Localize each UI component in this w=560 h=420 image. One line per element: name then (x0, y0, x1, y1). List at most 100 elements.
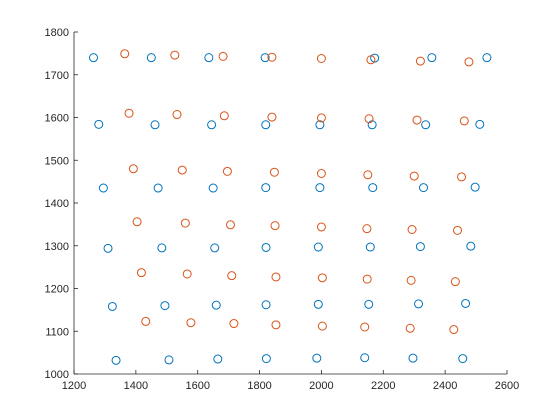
x-tick-label-4: 2000 (309, 380, 333, 392)
series-1-point-13 (364, 114, 374, 124)
y-tick-label-5: 1500 (45, 155, 69, 167)
series-1-point-42 (229, 319, 239, 329)
x-tick-label-1: 1400 (124, 380, 148, 392)
series-1-point-41 (186, 318, 196, 328)
series-1-point-45 (360, 322, 370, 332)
series-0-point-36 (364, 299, 374, 309)
series-1-point-43 (271, 320, 281, 330)
series-1-point-8 (124, 108, 134, 118)
series-0-point-41 (213, 354, 223, 364)
series-0-point-23 (103, 243, 113, 253)
series-1-point-47 (449, 325, 459, 335)
series-0-point-25 (210, 243, 220, 253)
series-0-point-3 (260, 53, 270, 63)
series-0-point-10 (261, 120, 271, 130)
series-1-point-36 (317, 273, 327, 283)
series-1-point-30 (407, 225, 417, 235)
y-tick-label-6: 1600 (45, 113, 69, 125)
series-0-point-24 (157, 243, 167, 253)
series-1-point-9 (172, 110, 182, 120)
series-1-point-17 (177, 165, 187, 175)
series-1-point-24 (132, 217, 142, 227)
series-1-point-27 (270, 221, 280, 231)
series-1-point-29 (362, 224, 372, 234)
series-1-point-37 (362, 274, 372, 284)
series-0-point-20 (368, 183, 378, 193)
series-0-point-0 (88, 53, 98, 63)
series-0-point-40 (164, 355, 174, 365)
series-1-point-5 (366, 55, 376, 65)
series-0-point-29 (415, 242, 425, 252)
series-0-point-43 (312, 353, 322, 363)
series-0-point-35 (313, 299, 323, 309)
series-0-point-17 (208, 183, 218, 193)
series-0-point-1 (146, 53, 156, 63)
series-0-point-42 (261, 354, 271, 364)
series-0-point-27 (313, 242, 323, 252)
series-1-point-32 (136, 268, 146, 278)
series-1-point-14 (412, 115, 422, 125)
y-tick-label-4: 1400 (45, 198, 69, 210)
series-1-point-0 (120, 49, 130, 59)
series-1-point-33 (182, 269, 192, 279)
series-1-point-38 (406, 275, 416, 285)
series-0-point-13 (421, 120, 431, 130)
series-0-point-6 (482, 53, 492, 63)
series-1-point-25 (180, 218, 190, 228)
x-tick-label-3: 1800 (247, 380, 271, 392)
series-0-point-7 (94, 119, 104, 129)
y-tick-label-3: 1300 (45, 241, 69, 253)
y-tick-label-1: 1100 (45, 326, 69, 338)
x-tick-label-5: 2200 (371, 380, 395, 392)
series-0-point-32 (160, 301, 170, 311)
series-0-point-31 (107, 301, 117, 311)
series-0-point-38 (461, 298, 471, 308)
series-1-point-22 (409, 171, 419, 181)
y-tick-label-2: 1200 (45, 284, 69, 296)
series-1-point-26 (225, 220, 235, 230)
series-0-point-34 (261, 300, 271, 310)
x-tick-label-6: 2400 (433, 380, 457, 392)
series-1-point-21 (363, 170, 373, 180)
series-1-point-12 (316, 113, 326, 123)
series-0-point-21 (418, 183, 428, 193)
series-1-point-34 (227, 271, 237, 281)
series-0-point-44 (360, 353, 370, 363)
series-0-point-33 (211, 300, 221, 310)
series-0-point-28 (365, 242, 375, 252)
series-0-point-46 (458, 354, 468, 364)
series-0-point-18 (261, 183, 271, 193)
series-0-point-26 (261, 242, 271, 252)
series-1-point-20 (316, 169, 326, 179)
series-0-point-8 (150, 120, 160, 130)
series-0-point-15 (98, 183, 108, 193)
series-0-point-2 (204, 53, 214, 63)
x-tick-label-2: 1600 (185, 380, 209, 392)
series-1-point-2 (218, 51, 228, 61)
axes: 1200 1400 1600 1800 2000 2200 2400 2600 1000 1100… (45, 27, 520, 392)
series-1-point-11 (267, 112, 277, 122)
series-0-point-30 (466, 241, 476, 251)
y-tick-label-0: 1000 (45, 369, 69, 381)
series-1-point-46 (405, 323, 415, 333)
series-0-point-22 (470, 182, 480, 192)
series-0 (88, 53, 492, 365)
series-1-point-44 (317, 321, 327, 331)
series-0-point-39 (111, 355, 121, 365)
series-1-point-6 (415, 56, 425, 66)
x-tick-label-7: 2600 (495, 380, 519, 392)
series-1-point-18 (222, 166, 232, 176)
series-0-point-5 (427, 53, 437, 63)
series-0-point-11 (315, 120, 325, 130)
series-0-point-19 (315, 183, 325, 193)
series-1-point-35 (271, 272, 281, 282)
series-0-point-14 (475, 119, 485, 129)
y-tick-label-8: 1800 (45, 27, 69, 39)
y-tick-label-7: 1700 (45, 70, 69, 82)
series-1-point-28 (316, 222, 326, 232)
series-1-point-15 (459, 116, 469, 126)
series-1-point-10 (219, 111, 229, 121)
series-1-point-31 (453, 225, 463, 235)
